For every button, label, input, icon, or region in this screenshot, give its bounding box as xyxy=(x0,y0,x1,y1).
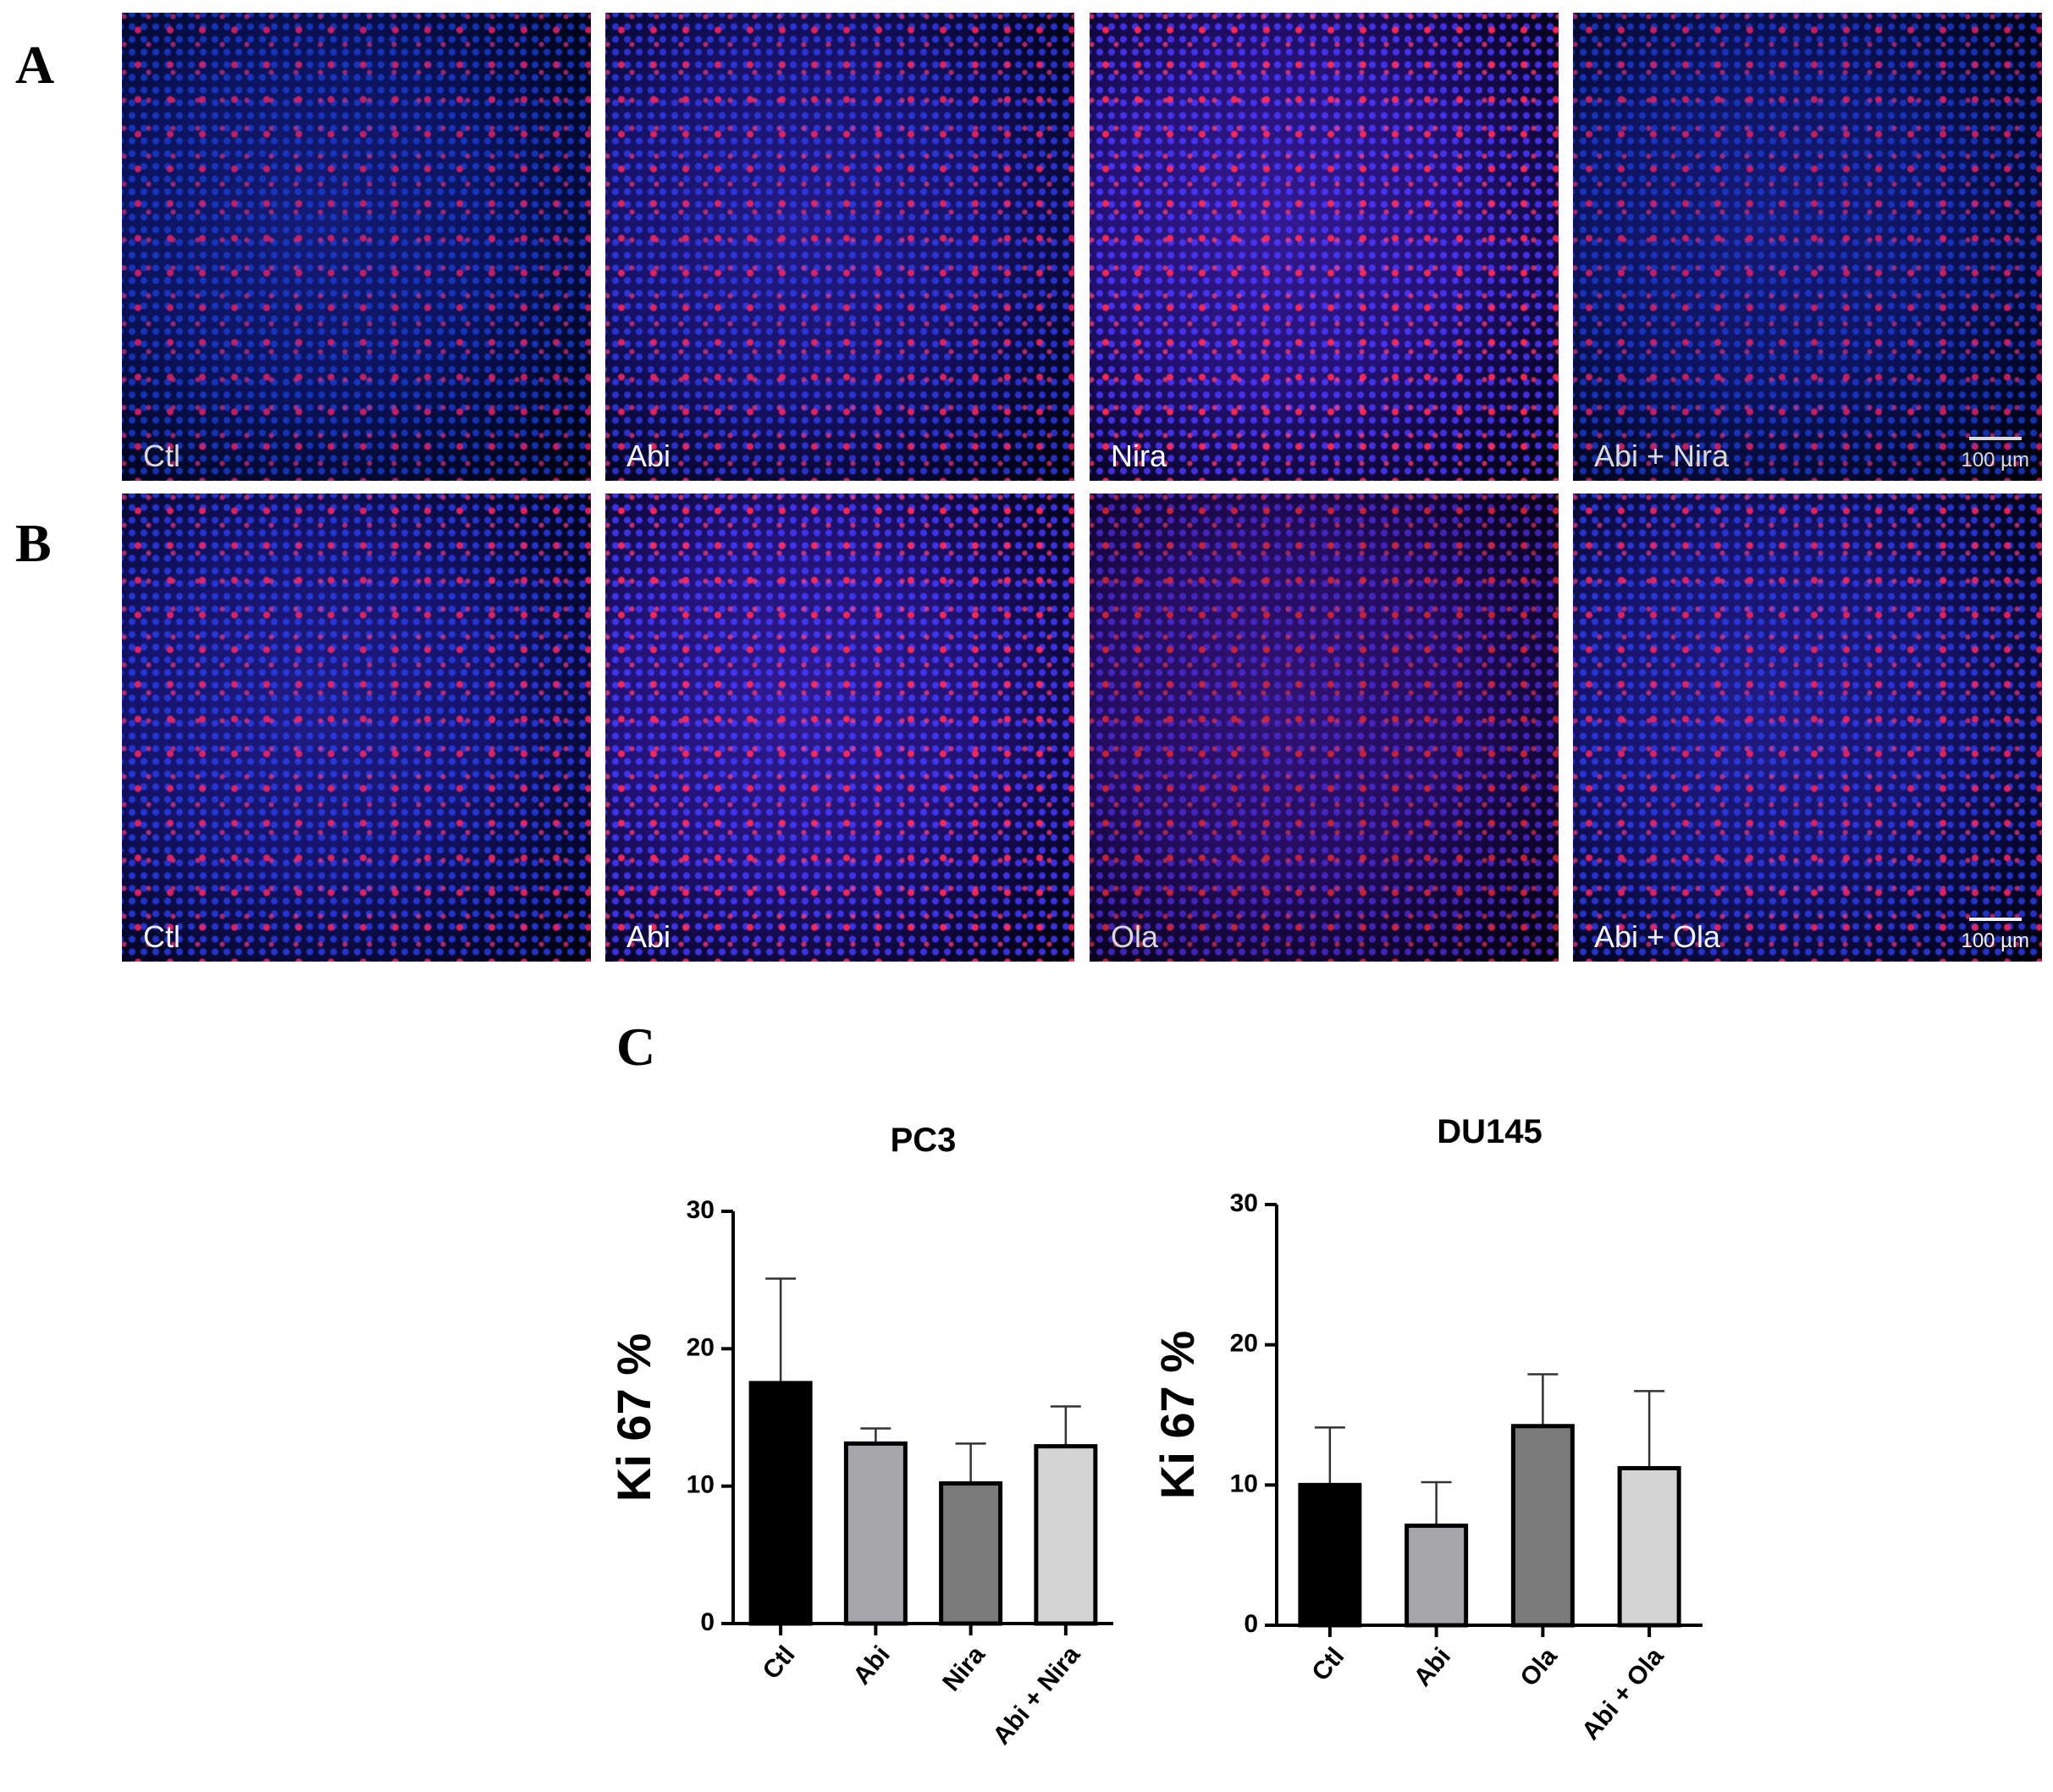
y-tick-label: 20 xyxy=(687,1333,715,1361)
image-caption: Ctl xyxy=(143,919,180,954)
scale-bar: 100 µm xyxy=(1961,437,2029,472)
micrograph: Ctl xyxy=(122,493,591,962)
y-tick-label: 10 xyxy=(687,1471,715,1499)
chart-title: DU145 xyxy=(1437,1113,1543,1150)
y-axis-label: Ki 67 % xyxy=(1151,1331,1204,1499)
bar xyxy=(748,1381,813,1626)
y-tick-label: 0 xyxy=(700,1608,715,1636)
image-caption: Nira xyxy=(1111,438,1167,473)
panel-label: A xyxy=(15,35,55,95)
micrograph: Ctl xyxy=(122,13,591,481)
chart-title: PC3 xyxy=(891,1122,957,1159)
image-caption: Abi xyxy=(626,438,671,473)
micrograph: Abi xyxy=(605,493,1074,962)
image-caption: Abi + Nira xyxy=(1594,438,1730,473)
x-tick-label: Ctl xyxy=(1306,1642,1349,1686)
x-tick-label: Abi + Nira xyxy=(987,1640,1085,1750)
image-caption: Abi xyxy=(626,919,671,954)
x-tick-label: Ctl xyxy=(758,1640,801,1684)
x-tick-label: Abi xyxy=(847,1640,895,1690)
micrograph: Ola xyxy=(1090,493,1559,962)
panel-label: C xyxy=(616,1017,656,1077)
bar xyxy=(1298,1482,1362,1628)
image-caption: Abi + Ola xyxy=(1594,919,1721,954)
x-tick-label: Abi xyxy=(1409,1642,1456,1691)
scale-bar: 100 µm xyxy=(1961,918,2029,953)
panel-label: B xyxy=(15,513,52,573)
y-axis-label: Ki 67 % xyxy=(607,1333,660,1502)
micrograph: Abi xyxy=(605,13,1074,481)
image-caption: Ola xyxy=(1111,919,1159,954)
micrograph: Abi + Ola 100 µm xyxy=(1573,493,2042,962)
bar xyxy=(843,1441,908,1626)
micrograph: Nira xyxy=(1090,13,1559,481)
x-tick-label: Abi + Ola xyxy=(1576,1642,1669,1745)
bar xyxy=(1617,1465,1681,1628)
bar xyxy=(939,1480,1003,1626)
x-tick-label: Nira xyxy=(937,1640,991,1696)
y-tick-label: 30 xyxy=(687,1196,715,1224)
y-tick-label: 20 xyxy=(1230,1330,1258,1358)
bar xyxy=(1510,1424,1575,1628)
x-tick-label: Ola xyxy=(1515,1642,1563,1691)
image-caption: Ctl xyxy=(143,438,180,473)
bar xyxy=(1405,1523,1469,1628)
y-tick-label: 30 xyxy=(1230,1189,1258,1217)
bar xyxy=(1034,1444,1098,1626)
y-tick-label: 0 xyxy=(1244,1610,1258,1638)
y-tick-label: 10 xyxy=(1230,1469,1258,1497)
micrograph: Abi + Nira 100 µm xyxy=(1573,13,2042,481)
